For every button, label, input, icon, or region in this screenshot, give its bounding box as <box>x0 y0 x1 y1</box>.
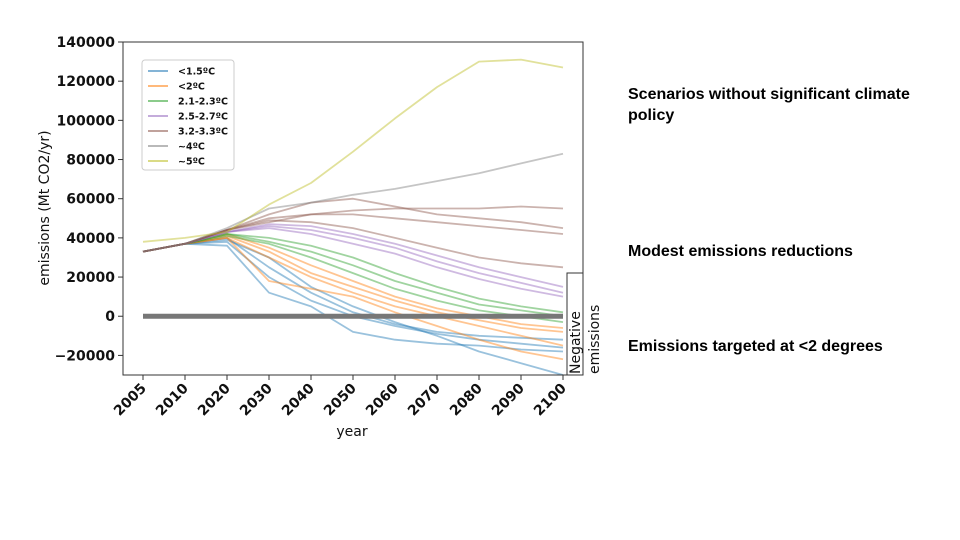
series-line <box>142 227 564 298</box>
x-tick-label: 2080 <box>447 380 486 419</box>
series-line <box>142 213 564 253</box>
y-tick-label: 80000 <box>66 153 115 169</box>
legend-label: ~5ºC <box>178 157 205 168</box>
y-axis-title: emissions (Mt CO2/yr) <box>37 130 53 285</box>
series-line <box>142 236 564 347</box>
x-tick-label: 2090 <box>489 380 528 419</box>
series-line <box>142 236 564 341</box>
series-line <box>142 234 564 323</box>
legend-label: <1.5ºC <box>178 67 215 78</box>
y-tick-label: 100000 <box>57 113 116 129</box>
x-tick-label: 2050 <box>321 380 360 419</box>
legend-label: 2.5-2.7ºC <box>178 112 228 123</box>
y-tick-label: 140000 <box>57 35 116 51</box>
x-tick-label: 2020 <box>195 380 234 419</box>
x-tick-label: 2040 <box>279 380 318 419</box>
note-targeted: Emissions targeted at <2 degrees <box>628 338 883 355</box>
series-line <box>142 205 564 253</box>
y-tick-label: 120000 <box>57 74 116 90</box>
legend: <1.5ºC <2ºC 2.1-2.3ºC 2.5-2.7ºC 3.2-3.3ºC ~4º… <box>141 59 235 171</box>
series-line <box>142 233 564 329</box>
y-tick-label: 0 <box>105 309 115 325</box>
series-line <box>142 219 564 269</box>
legend-label: ~4ºC <box>178 142 205 153</box>
series-line <box>142 233 564 318</box>
emissions-chart: −20000 0 20000 40000 60000 80000 100000 120000 1… <box>37 35 600 440</box>
y-tick-label: 20000 <box>66 270 115 286</box>
series-line <box>142 242 564 353</box>
legend-label: 3.2-3.3ºC <box>178 127 228 138</box>
x-tick-label: 2060 <box>363 380 402 419</box>
series-line <box>142 197 564 253</box>
x-axis: 2005 2010 2020 2030 2040 2050 2060 2070 2080 2090… <box>111 375 570 419</box>
series-lines <box>142 58 564 375</box>
y-axis: −20000 0 20000 40000 60000 80000 100000 120000 1… <box>55 35 123 364</box>
y-tick-label: 40000 <box>66 231 115 247</box>
series-line <box>142 152 564 253</box>
note-no-policy: Scenarios without significant climate po… <box>628 86 910 124</box>
series-line <box>142 223 564 288</box>
series-line <box>142 58 564 243</box>
series-line <box>142 233 564 314</box>
legend-label: 2.1-2.3ºC <box>178 97 228 108</box>
annotation-box <box>566 272 584 376</box>
y-tick-label: 60000 <box>66 192 115 208</box>
series-line <box>142 236 564 361</box>
x-tick-label: 2030 <box>237 380 276 419</box>
series-line <box>142 234 564 333</box>
note-modest-reductions: Modest emissions reductions <box>628 243 853 260</box>
x-axis-title: year <box>336 424 367 440</box>
x-tick-label: 2005 <box>111 381 150 420</box>
x-tick-label: 2010 <box>153 380 192 419</box>
series-line <box>142 238 564 375</box>
x-tick-label: 2070 <box>405 380 444 419</box>
y-tick-label: −20000 <box>55 348 116 364</box>
series-line <box>142 225 564 294</box>
x-tick-label: 2100 <box>531 380 570 419</box>
legend-box <box>141 59 235 171</box>
negative-emissions-annotation: Negative emissions <box>568 305 600 374</box>
legend-label: <2ºC <box>178 82 205 93</box>
